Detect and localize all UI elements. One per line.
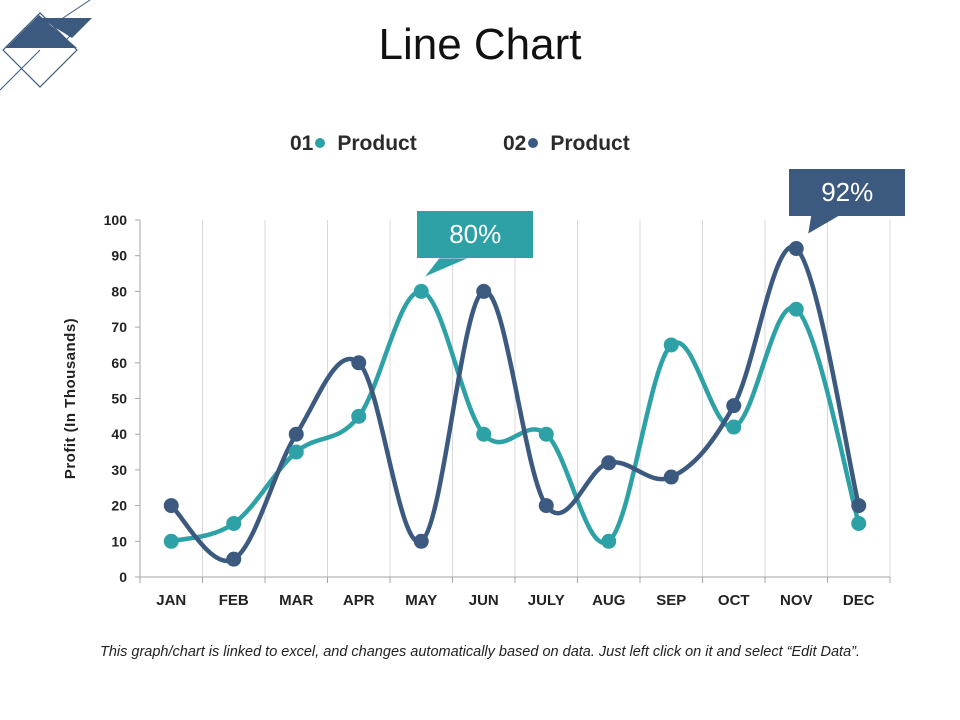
legend-label: Product (550, 132, 630, 155)
data-point-series-1 (351, 408, 367, 424)
callout-80-percent: 80% (417, 211, 534, 259)
data-point-series-2 (601, 455, 617, 471)
data-point-series-2 (226, 551, 242, 567)
data-point-series-1 (226, 515, 242, 531)
page-title: Line Chart (378, 20, 582, 69)
data-point-series-2 (538, 498, 554, 514)
x-tick-label: DEC (843, 592, 875, 609)
data-point-series-2 (288, 426, 304, 442)
y-tick-label: 50 (111, 391, 127, 407)
data-point-series-1 (476, 426, 492, 442)
x-tick-label: FEB (219, 592, 249, 609)
corner-decoration (0, 0, 92, 91)
x-tick-label: JULY (528, 592, 565, 609)
data-point-series-2 (163, 498, 179, 514)
data-point-series-1 (663, 337, 679, 353)
x-tick-label: AUG (592, 592, 625, 609)
deco-line-1 (0, 49, 41, 91)
data-point-series-2 (351, 355, 367, 371)
deco-line-2 (59, 0, 91, 21)
x-tick-label: JUN (469, 592, 499, 609)
legend-dot-icon (315, 138, 326, 149)
callout-pointer (425, 258, 468, 277)
y-axis-label: Profit (In Thousands) (62, 318, 79, 479)
deco-triangle-dark-small (40, 18, 92, 38)
data-point-series-2 (788, 241, 804, 257)
deco-diamond-outline (2, 12, 78, 88)
x-tick-label: OCT (718, 592, 750, 609)
x-tick-label: NOV (780, 592, 813, 609)
y-tick-label: 100 (104, 212, 128, 228)
y-tick-label: 10 (111, 533, 127, 549)
data-point-series-2 (476, 283, 492, 299)
legend-dot-icon (528, 138, 539, 149)
x-tick-label: MAR (279, 592, 313, 609)
legend-number: 02 (503, 132, 527, 155)
data-point-series-1 (288, 444, 304, 460)
x-tick-label: JAN (156, 592, 186, 609)
data-point-series-2 (413, 533, 429, 549)
y-tick-label: 90 (111, 248, 127, 264)
callout-pointer (808, 215, 840, 234)
data-point-series-2 (726, 398, 742, 414)
y-tick-label: 40 (111, 426, 127, 442)
x-tick-label: SEP (656, 592, 686, 609)
y-tick-label: 60 (111, 355, 127, 371)
data-point-series-1 (726, 419, 742, 435)
y-tick-label: 20 (111, 498, 127, 514)
data-point-series-1 (851, 515, 867, 531)
y-tick-label: 30 (111, 462, 127, 478)
data-point-series-2 (663, 469, 679, 485)
data-point-series-1 (601, 533, 617, 549)
data-point-series-1 (413, 283, 429, 299)
line-chart: 0 10 20 30 40 50 60 70 80 90 100 JAN FEB MAR APR MAY JUN… (62, 212, 891, 609)
x-tick-label: MAY (405, 592, 437, 609)
data-point-series-1 (538, 426, 554, 442)
footer-note: This graph/chart is linked to excel, and… (99, 644, 861, 660)
data-point-series-1 (788, 301, 804, 317)
deco-triangle-dark (6, 15, 77, 48)
y-tick-label: 0 (119, 569, 127, 585)
legend-number: 01 (290, 132, 314, 155)
legend-item-02[interactable]: 02 Product (503, 132, 630, 156)
callout-92-percent: 92% (789, 168, 906, 216)
y-tick-label: 80 (111, 283, 127, 299)
x-tick-label: APR (343, 592, 375, 609)
data-point-series-2 (851, 498, 867, 514)
data-point-series-1 (163, 533, 179, 549)
y-tick-label: 70 (111, 319, 127, 335)
legend-label: Product (337, 132, 417, 155)
legend-item-01[interactable]: 01 Product (290, 132, 417, 156)
